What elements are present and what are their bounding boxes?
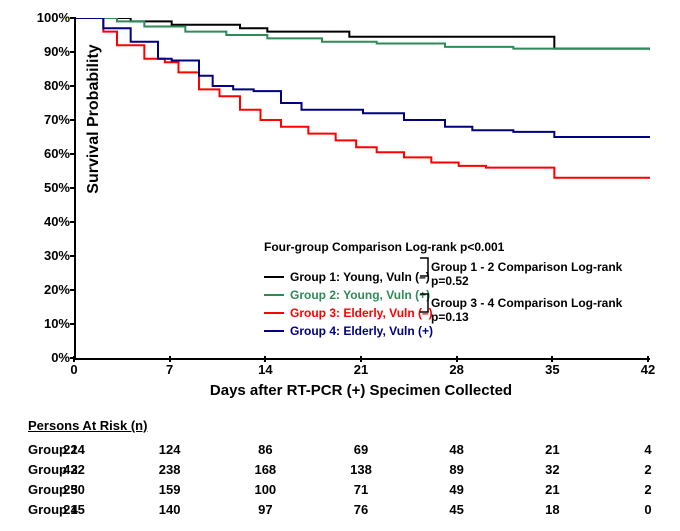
risk-cell: 250	[44, 482, 104, 497]
legend-item: Group 1: Young, Vuln (–)	[264, 268, 433, 286]
legend-swatch	[264, 294, 284, 296]
x-tick-label: 14	[250, 362, 280, 377]
x-tick-label: 42	[633, 362, 663, 377]
risk-cell: 100	[235, 482, 295, 497]
y-tick-mark	[70, 51, 76, 53]
risk-cell: 0	[618, 502, 678, 517]
legend-swatch	[264, 312, 284, 314]
y-tick-mark	[70, 119, 76, 121]
risk-cell: 432	[44, 462, 104, 477]
y-tick-mark	[70, 323, 76, 325]
km-curve	[76, 18, 650, 50]
y-tick-mark	[70, 289, 76, 291]
x-tick-mark	[169, 356, 171, 362]
risk-cell: 86	[235, 442, 295, 457]
x-tick-mark	[73, 356, 75, 362]
risk-cell: 97	[235, 502, 295, 517]
risk-cell: 124	[140, 442, 200, 457]
risk-cell: 2	[618, 482, 678, 497]
risk-cell: 224	[44, 442, 104, 457]
risk-cell: 69	[331, 442, 391, 457]
x-tick-mark	[551, 356, 553, 362]
risk-cell: 21	[522, 482, 582, 497]
risk-cell: 18	[522, 502, 582, 517]
chart-container: Survival Probability Days after RT-PCR (…	[0, 0, 680, 531]
risk-cell: 4	[618, 442, 678, 457]
risk-cell: 48	[427, 442, 487, 457]
y-tick-label: 20%	[34, 282, 70, 297]
legend-swatch	[264, 276, 284, 278]
legend-item: Group 2: Young, Vuln (+)	[264, 286, 433, 304]
legend-label: Group 1: Young, Vuln (–)	[290, 270, 430, 284]
risk-cell: 71	[331, 482, 391, 497]
x-tick-label: 0	[59, 362, 89, 377]
risk-cell: 32	[522, 462, 582, 477]
legend-label: Group 4: Elderly, Vuln (+)	[290, 324, 433, 338]
y-tick-mark	[70, 221, 76, 223]
y-tick-label: 70%	[34, 112, 70, 127]
risk-cell: 45	[427, 502, 487, 517]
y-tick-mark	[70, 153, 76, 155]
risk-cell: 140	[140, 502, 200, 517]
risk-cell: 76	[331, 502, 391, 517]
y-tick-label: 100%	[34, 10, 70, 25]
legend-item: Group 3: Elderly, Vuln (–)	[264, 304, 433, 322]
risk-cell: 2	[618, 462, 678, 477]
legend: Group 1: Young, Vuln (–) Group 2: Young, …	[264, 268, 433, 340]
y-tick-label: 80%	[34, 78, 70, 93]
x-tick-label: 21	[346, 362, 376, 377]
legend-item: Group 4: Elderly, Vuln (+)	[264, 322, 433, 340]
risk-cell: 138	[331, 462, 391, 477]
risk-cell: 49	[427, 482, 487, 497]
risk-cell: 89	[427, 462, 487, 477]
legend-label: Group 3: Elderly, Vuln (–)	[290, 306, 433, 320]
x-tick-mark	[264, 356, 266, 362]
km-curve	[76, 18, 650, 49]
y-tick-mark	[70, 187, 76, 189]
risk-cell: 159	[140, 482, 200, 497]
y-tick-mark	[70, 255, 76, 257]
x-tick-label: 7	[155, 362, 185, 377]
risk-cell: 215	[44, 502, 104, 517]
y-tick-label: 10%	[34, 316, 70, 331]
risk-cell: 168	[235, 462, 295, 477]
risk-table-title: Persons At Risk (n)	[28, 418, 147, 433]
legend-swatch	[264, 330, 284, 332]
y-tick-label: 60%	[34, 146, 70, 161]
y-tick-label: 30%	[34, 248, 70, 263]
x-tick-mark	[456, 356, 458, 362]
x-tick-label: 28	[442, 362, 472, 377]
x-tick-mark	[647, 356, 649, 362]
y-tick-mark	[70, 85, 76, 87]
x-axis-label: Days after RT-PCR (+) Specimen Collected	[74, 382, 648, 399]
y-tick-mark	[70, 17, 76, 19]
y-tick-label: 90%	[34, 44, 70, 59]
x-tick-mark	[360, 356, 362, 362]
group12-comparison-text: Group 1 - 2 Comparison Log-rank p=0.52	[431, 260, 650, 288]
plot-area: Four-group Comparison Log-rank p<0.001 G…	[74, 18, 650, 360]
risk-cell: 21	[522, 442, 582, 457]
fourgroup-comparison-text: Four-group Comparison Log-rank p<0.001	[264, 240, 504, 254]
y-tick-label: 50%	[34, 180, 70, 195]
group34-comparison-text: Group 3 - 4 Comparison Log-rank p=0.13	[431, 296, 650, 324]
x-tick-label: 35	[537, 362, 567, 377]
risk-cell: 238	[140, 462, 200, 477]
y-tick-label: 40%	[34, 214, 70, 229]
legend-label: Group 2: Young, Vuln (+)	[290, 288, 430, 302]
